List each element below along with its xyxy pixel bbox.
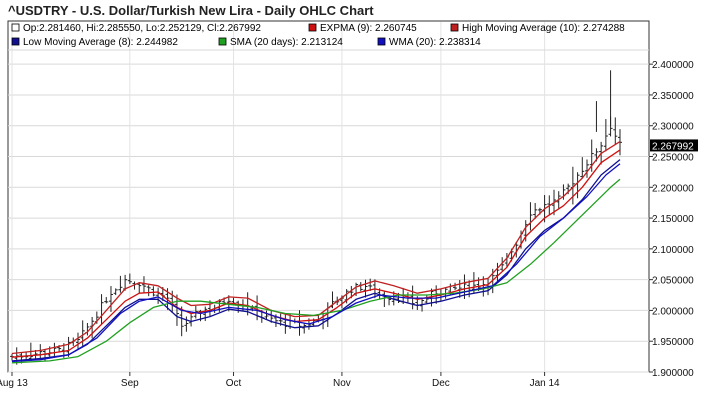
legend-label: EXPMA (9): 2.260745 <box>320 23 417 34</box>
y-tick-label: 2.300000 <box>652 122 694 133</box>
chart-title: ^USDTRY - U.S. Dollar/Turkish New Lira -… <box>8 3 374 18</box>
x-tick-label: Nov <box>333 378 351 389</box>
y-tick-label: 2.200000 <box>652 183 694 194</box>
legend-swatch <box>309 24 316 31</box>
y-tick-label: 2.100000 <box>652 245 694 256</box>
legend-label: WMA (20): 2.238314 <box>389 37 481 48</box>
last-value-label: 2.267992 <box>652 141 694 152</box>
y-tick-label: 1.900000 <box>652 368 694 379</box>
legend-label: Low Moving Average (8): 2.244982 <box>23 37 178 48</box>
y-tick-label: 2.000000 <box>652 306 694 317</box>
legend-swatch <box>378 38 385 45</box>
x-tick-label: Dec <box>432 378 450 389</box>
legend-swatch <box>451 24 458 31</box>
legend-label: SMA (20 days): 2.213124 <box>230 37 343 48</box>
y-tick-label: 1.950000 <box>652 337 694 348</box>
y-tick-label: 2.250000 <box>652 153 694 164</box>
x-tick-label: Jan 14 <box>530 378 560 389</box>
legend-swatch <box>12 24 19 31</box>
y-tick-label: 2.050000 <box>652 276 694 287</box>
y-tick-label: 2.150000 <box>652 214 694 225</box>
legend-swatch <box>219 38 226 45</box>
x-tick-label: Oct <box>226 378 242 389</box>
x-tick-label: Sep <box>121 378 139 389</box>
x-tick-label: Aug 13 <box>0 378 28 389</box>
last-value-marker: 2.267992 <box>650 139 698 152</box>
y-tick-label: 2.400000 <box>652 60 694 71</box>
legend-label: Op:2.281460, Hi:2.285550, Lo:2.252129, C… <box>23 23 261 34</box>
y-tick-label: 2.350000 <box>652 91 694 102</box>
x-axis: Aug 13 Sep Oct Nov Dec Jan 14 <box>0 372 560 389</box>
legend-label: High Moving Average (10): 2.274288 <box>462 23 625 34</box>
y-axis: 2.400000 2.350000 2.300000 2.250000 2.200000… <box>649 60 694 379</box>
legend-swatch <box>12 38 19 45</box>
